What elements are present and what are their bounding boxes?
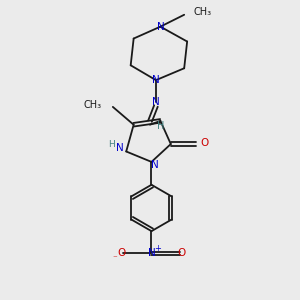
Text: N: N <box>152 98 160 107</box>
Text: O: O <box>200 139 208 148</box>
Text: O: O <box>177 248 185 258</box>
Text: N: N <box>148 248 155 258</box>
Text: O: O <box>118 248 126 258</box>
Text: CH₃: CH₃ <box>194 8 212 17</box>
Text: N: N <box>151 160 158 170</box>
Text: H: H <box>157 121 164 131</box>
Text: H: H <box>109 140 115 148</box>
Text: N: N <box>152 75 160 85</box>
Text: N: N <box>116 143 124 153</box>
Text: CH₃: CH₃ <box>83 100 102 110</box>
Text: +: + <box>154 244 161 253</box>
Text: N: N <box>157 22 164 32</box>
Text: ⁻: ⁻ <box>112 254 117 263</box>
